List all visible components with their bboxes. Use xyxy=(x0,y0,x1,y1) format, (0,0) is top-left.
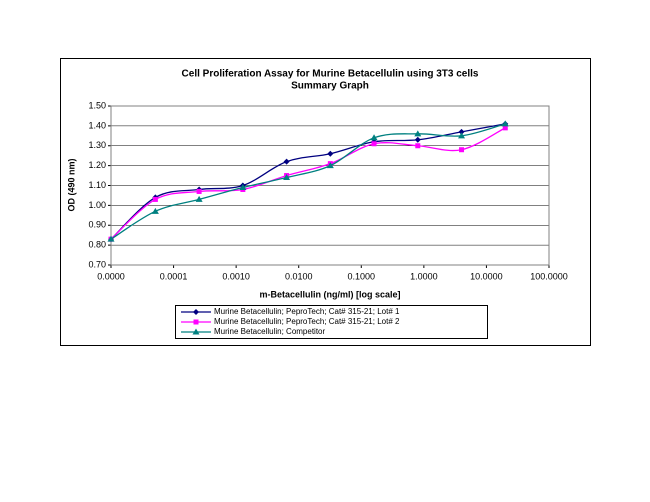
x-axis-title: m-Betacellulin (ng/ml) [log scale] xyxy=(259,289,400,299)
data-point xyxy=(414,136,421,143)
series-line xyxy=(110,123,506,240)
data-point xyxy=(151,207,159,214)
y-tick-label: 0.80 xyxy=(88,240,106,250)
x-tick-label: 0.0100 xyxy=(285,271,313,281)
data-point xyxy=(326,162,334,169)
data-point xyxy=(283,158,290,165)
data-point xyxy=(458,128,465,135)
data-point xyxy=(239,183,247,190)
x-tick-label: 0.0000 xyxy=(97,271,125,281)
y-tick-label: 1.40 xyxy=(88,120,106,130)
legend-marker xyxy=(193,319,199,325)
legend-marker xyxy=(193,309,199,315)
y-tick-label: 0.90 xyxy=(88,220,106,230)
data-point xyxy=(196,188,202,194)
x-tick-label: 1.0000 xyxy=(410,271,438,281)
series-line xyxy=(110,123,506,240)
chart-title: Cell Proliferation Assay for Murine Beta… xyxy=(182,69,479,80)
series-line xyxy=(110,127,506,240)
data-point xyxy=(502,125,508,131)
y-tick-label: 1.10 xyxy=(88,180,106,190)
legend-label: Murine Betacellulin; PeproTech; Cat# 315… xyxy=(214,317,400,326)
data-point xyxy=(283,174,291,181)
plot-frame xyxy=(110,105,550,266)
y-axis-title: OD (490 nm) xyxy=(66,158,76,211)
x-tick-label: 100.0000 xyxy=(530,271,568,281)
y-tick-label: 1.20 xyxy=(88,160,106,170)
x-tick-label: 0.1000 xyxy=(348,271,376,281)
data-point xyxy=(152,196,158,202)
x-tick-label: 10.0000 xyxy=(470,271,503,281)
data-point xyxy=(370,134,378,141)
chart-subtitle: Summary Graph xyxy=(291,81,369,92)
legend-label: Murine Betacellulin; Competitor xyxy=(214,327,325,336)
y-tick-label: 1.00 xyxy=(88,200,106,210)
data-point xyxy=(195,195,203,202)
legend-box xyxy=(175,305,488,339)
data-point xyxy=(371,141,377,147)
data-point xyxy=(327,150,334,157)
data-point xyxy=(415,143,421,149)
y-tick-label: 0.70 xyxy=(88,259,106,269)
legend-marker xyxy=(192,328,200,335)
data-point xyxy=(501,120,509,127)
data-point xyxy=(458,132,466,139)
data-point xyxy=(459,147,465,153)
x-tick-label: 0.0001 xyxy=(160,271,188,281)
data-point xyxy=(107,235,115,242)
data-point xyxy=(414,130,422,137)
legend-label: Murine Betacellulin; PeproTech; Cat# 315… xyxy=(214,307,400,316)
chart-border xyxy=(60,58,591,346)
y-tick-label: 1.50 xyxy=(88,100,106,110)
y-tick-label: 1.30 xyxy=(88,140,106,150)
x-tick-label: 0.0010 xyxy=(222,271,250,281)
